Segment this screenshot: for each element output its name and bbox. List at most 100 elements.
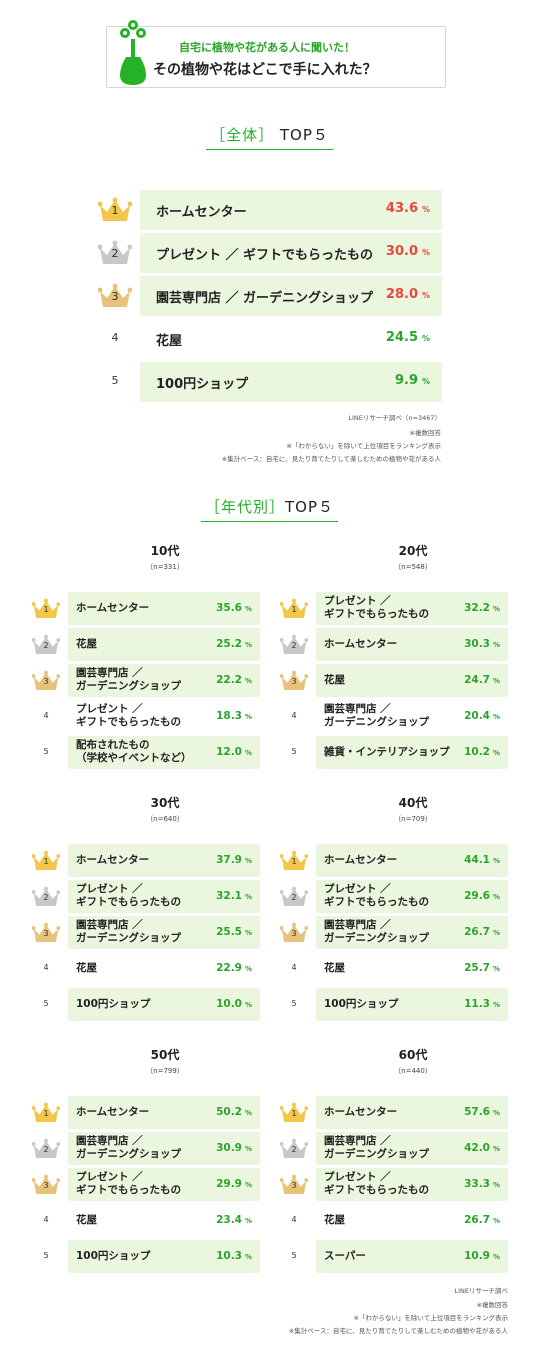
rank-number: 1 xyxy=(291,857,297,866)
rank-value: 22.9 xyxy=(216,962,242,974)
rank-number: 2 xyxy=(43,893,49,902)
rank-label-line: ホームセンター xyxy=(324,638,398,650)
crown-icon xyxy=(279,1138,309,1159)
crown-icon xyxy=(97,197,133,221)
rank-label: 100円ショップ xyxy=(324,998,398,1011)
rank-unit: % xyxy=(492,857,500,865)
overall-row: 4 花屋 24.5% xyxy=(96,319,442,359)
rank-label-line: 園芸専門店 ／ xyxy=(76,667,143,679)
rank-unit: % xyxy=(492,677,500,685)
row-background xyxy=(68,592,260,625)
rank-number: 1 xyxy=(111,204,119,217)
rank-label-line: ギフトでもらったもの xyxy=(324,896,429,908)
rank-unit: % xyxy=(421,377,430,386)
rank-label-line: 雑貨・インテリアショップ xyxy=(324,746,450,758)
rank-value: 9.9 xyxy=(394,373,418,388)
crown-icon xyxy=(279,634,309,655)
age-label: 50代 xyxy=(150,1048,180,1062)
footnote: LINEリサーチ調べ（n=3467） xyxy=(348,414,441,422)
crown-icon xyxy=(31,1102,61,1123)
row-background xyxy=(316,664,508,697)
row-background xyxy=(316,1096,508,1129)
rank-value: 35.6 xyxy=(216,602,242,614)
rank-value: 32.2 xyxy=(464,602,490,614)
crown-icon xyxy=(279,1174,309,1195)
age-header: 40代 （n=709） xyxy=(353,794,473,824)
rank-unit: % xyxy=(244,1181,252,1189)
rank-unit: % xyxy=(421,291,430,300)
rank-value: 12.0 xyxy=(216,746,242,758)
rank-unit: % xyxy=(492,1253,500,1261)
header-subtitle: 自宅に植物や花がある人に聞いた！ xyxy=(179,41,355,54)
rank-label-line: ガーデニングショップ xyxy=(324,932,429,944)
age-label: 20代 xyxy=(398,544,428,558)
rank-value: 23.4 xyxy=(216,1214,242,1226)
rank-number: 5 xyxy=(43,747,49,756)
crown-badge xyxy=(31,886,61,908)
row-background xyxy=(68,844,260,877)
rank-unit: % xyxy=(492,1109,500,1117)
crown-badge xyxy=(279,1174,309,1196)
rank-number: 4 xyxy=(291,1215,297,1224)
crown-icon xyxy=(31,1138,61,1159)
age-row: 1 ホームセンター 57.6% xyxy=(278,1096,508,1129)
rank-number: 5 xyxy=(291,1251,297,1260)
row-background xyxy=(68,880,260,913)
rank-label: プレゼント ／ギフトでもらったもの xyxy=(324,1171,429,1197)
age-label: 30代 xyxy=(150,796,180,810)
rank-unit: % xyxy=(492,713,500,721)
rank-label: 園芸専門店 ／ガーデニングショップ xyxy=(76,667,181,693)
rank-value: 43.6 xyxy=(385,201,418,216)
by-age-title-bracket: ［年代別］ xyxy=(204,498,285,516)
footnote: ※集計ベース：自宅に、見たり育てたりして楽しむための植物や花がある人 xyxy=(221,455,441,463)
row-background xyxy=(68,1240,260,1273)
rank-label-line: ギフトでもらったもの xyxy=(324,1184,429,1196)
flower-vase-icon xyxy=(120,20,146,85)
age-header: 50代 （n=799） xyxy=(105,1046,225,1076)
age-row: 4 花屋 23.4% xyxy=(30,1204,260,1237)
crown-badge xyxy=(31,922,61,944)
rank-label-line: 花屋 xyxy=(324,962,345,974)
rank-label-line: 園芸専門店 ／ xyxy=(324,703,391,715)
age-header: 60代 （n=440） xyxy=(353,1046,473,1076)
age-row: 1 ホームセンター 37.9% xyxy=(30,844,260,877)
rank-number: 4 xyxy=(291,963,297,972)
rank-label: プレゼント ／ギフトでもらったもの xyxy=(324,595,429,621)
rank-label-line: プレゼント ／ xyxy=(324,595,391,607)
age-row: 2 花屋 25.2% xyxy=(30,628,260,661)
rank-label: ホームセンター xyxy=(156,205,247,220)
age-row: 3 園芸専門店 ／ガーデニングショップ 26.7% xyxy=(278,916,508,949)
row-background xyxy=(316,1132,508,1165)
crown-icon xyxy=(279,850,309,871)
row-background xyxy=(316,628,508,661)
rank-unit: % xyxy=(421,248,430,257)
rank-unit: % xyxy=(244,857,252,865)
crown-badge xyxy=(31,1102,61,1124)
rank-unit: % xyxy=(244,1001,252,1009)
age-sample-size: （n=331） xyxy=(146,563,184,571)
rank-value: 30.9 xyxy=(216,1142,242,1154)
rank-label: 花屋 xyxy=(156,334,183,349)
age-row: 3 花屋 24.7% xyxy=(278,664,508,697)
rank-value: 32.1 xyxy=(216,890,242,902)
crown-icon xyxy=(31,850,61,871)
rank-value: 25.7 xyxy=(464,962,490,974)
crown-icon xyxy=(31,886,61,907)
crown-icon xyxy=(31,1174,61,1195)
footnote: ※複数回答 xyxy=(409,429,441,437)
by-age-title: ［年代別］TOP５ xyxy=(0,496,539,522)
age-row: 3 プレゼント ／ギフトでもらったもの 29.9% xyxy=(30,1168,260,1201)
rank-label-line: プレゼント ／ xyxy=(324,883,391,895)
rank-label: 配布されたもの （学校やイベントなど） xyxy=(76,739,192,765)
age-header: 30代 （n=640） xyxy=(105,794,225,824)
rank-label-line: プレゼント ／ xyxy=(76,1171,143,1183)
rank-label-line: プレゼント ／ xyxy=(76,703,143,715)
row-background xyxy=(140,233,442,273)
rank-number: 3 xyxy=(291,1181,297,1190)
rank-label-line: ガーデニングショップ xyxy=(324,1148,429,1160)
age-sample-size: （n=640） xyxy=(146,815,184,823)
rank-unit: % xyxy=(492,965,500,973)
row-background xyxy=(68,664,260,697)
rank-unit: % xyxy=(244,1109,252,1117)
age-sample-size: （n=799） xyxy=(146,1067,184,1075)
